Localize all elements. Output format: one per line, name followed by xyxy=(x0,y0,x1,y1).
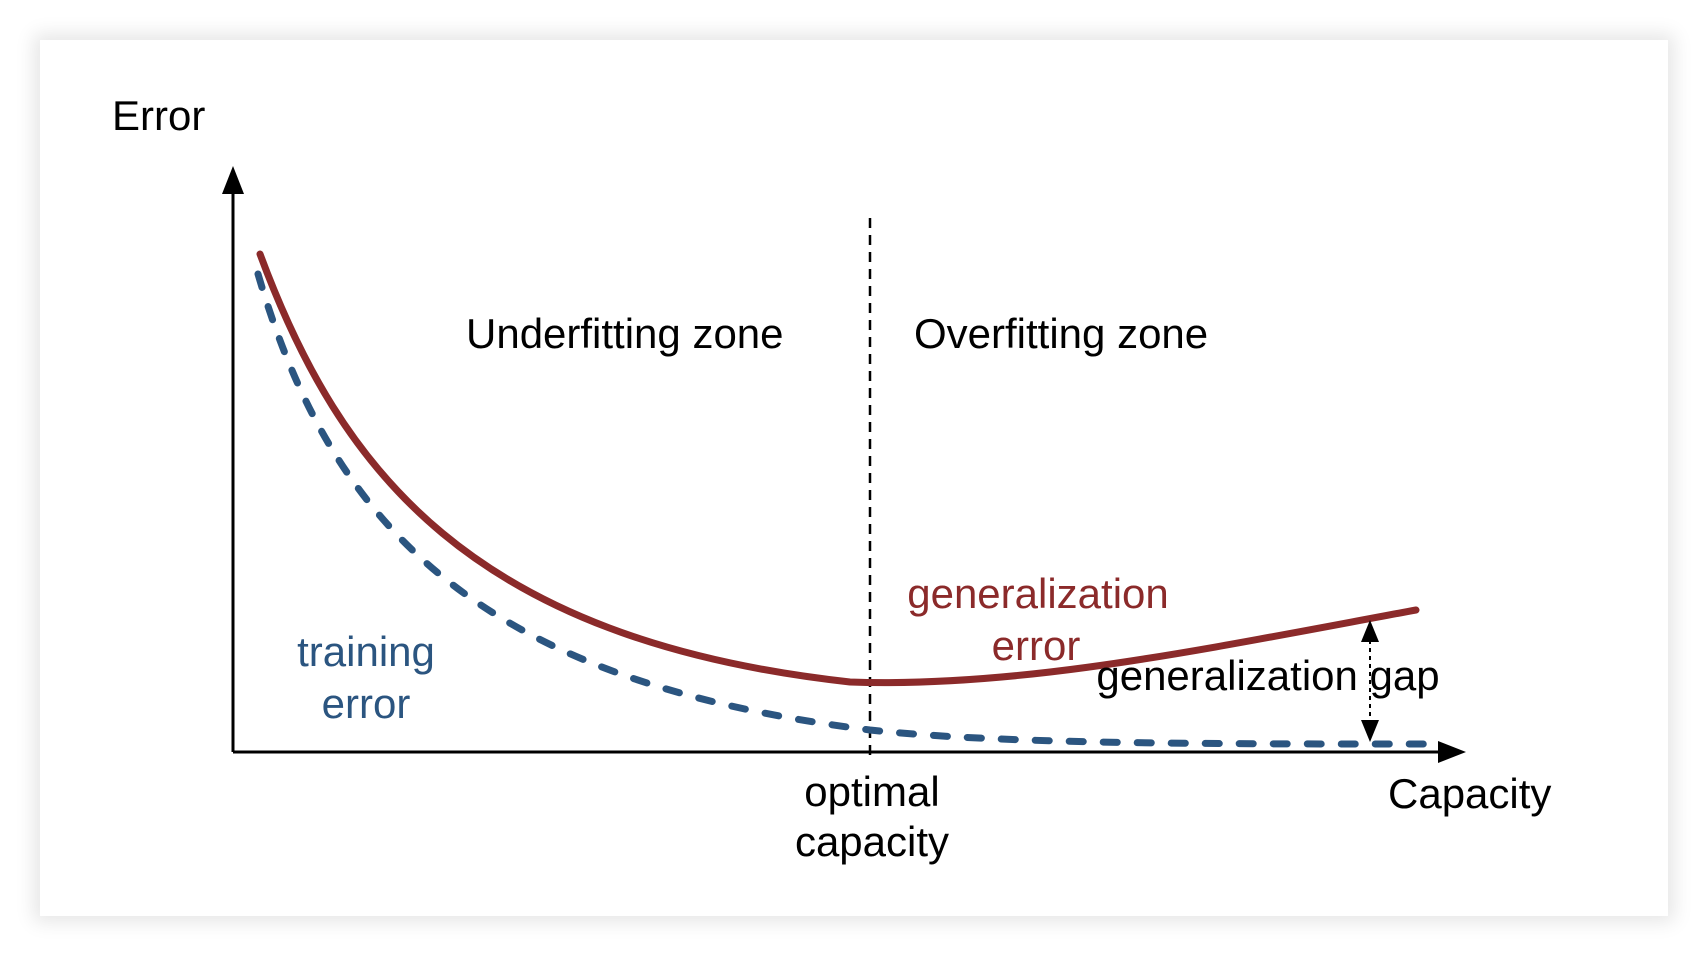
training-error-label-line2: error xyxy=(322,680,411,727)
optimal-capacity-label-line2: capacity xyxy=(795,818,949,865)
generalization-gap-label: generalization gap xyxy=(1096,652,1439,699)
underfitting-zone-label: Underfitting zone xyxy=(466,310,784,357)
gap-arrow-down-icon xyxy=(1361,720,1379,742)
diagram-card xyxy=(40,40,1668,916)
generalization-error-curve xyxy=(256,250,1420,687)
training-error-label-line1: training xyxy=(297,628,435,675)
x-axis-arrow-icon xyxy=(1438,741,1466,763)
optimal-capacity-label-line1: optimal xyxy=(804,768,939,815)
overfitting-zone-label: Overfitting zone xyxy=(914,310,1208,357)
y-axis-arrow-icon xyxy=(222,166,244,194)
training-error-curve xyxy=(254,270,1434,748)
gap-arrow-up-icon xyxy=(1361,620,1379,642)
generalization-error-label-line1: generalization xyxy=(907,570,1169,617)
generalization-error-label-line2: error xyxy=(992,622,1081,669)
y-axis-label: Error xyxy=(112,92,205,139)
x-axis-label: Capacity xyxy=(1388,770,1551,817)
